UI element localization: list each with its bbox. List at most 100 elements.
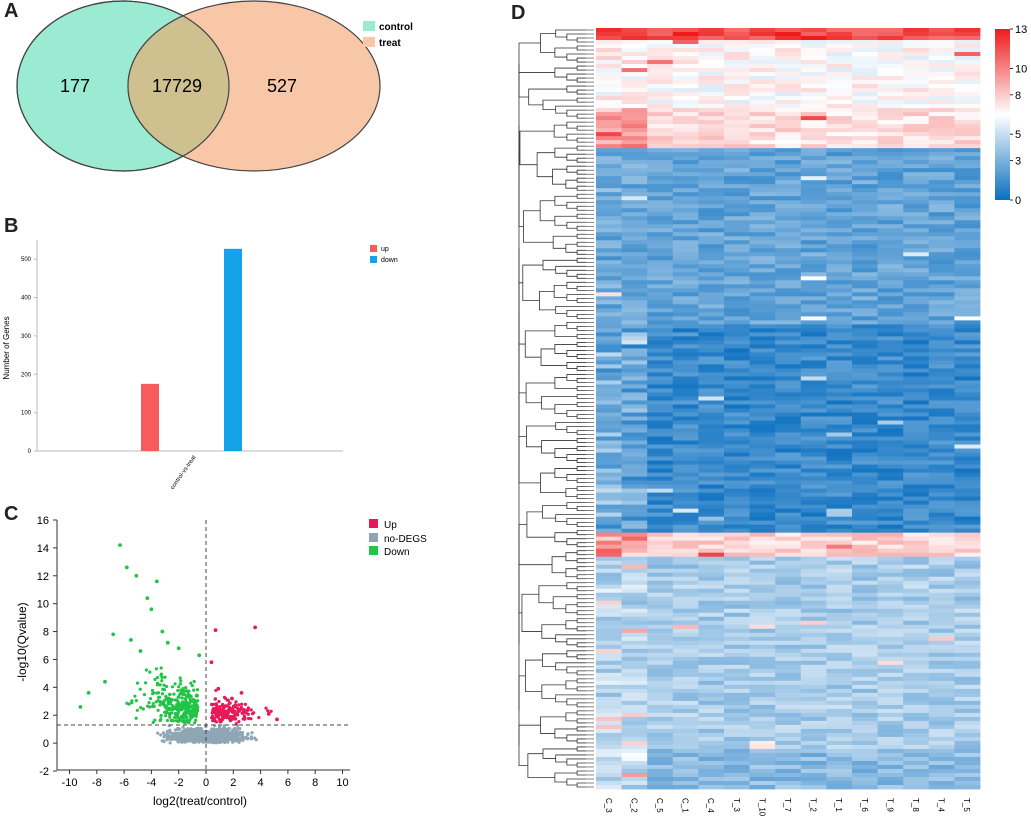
volcano-point-nodegs bbox=[235, 724, 239, 728]
volcano-point-nodegs bbox=[204, 729, 208, 733]
heatmap-cell bbox=[852, 544, 878, 550]
heatmap-cell bbox=[596, 136, 622, 141]
heatmap-cell bbox=[954, 708, 981, 714]
heatmap-cell bbox=[852, 60, 878, 65]
heatmap-cell bbox=[749, 716, 776, 722]
volcano-legend-swatch-up bbox=[369, 519, 378, 528]
heatmap-cell bbox=[749, 652, 776, 658]
heatmap-cell bbox=[724, 168, 750, 173]
volcano-point-down bbox=[190, 715, 194, 719]
volcano-point-up bbox=[246, 708, 250, 712]
volcano-point-nodegs bbox=[165, 737, 169, 742]
heatmap-cell bbox=[954, 124, 981, 129]
heatmap-cell bbox=[724, 100, 750, 105]
heatmap-cell bbox=[672, 528, 699, 534]
heatmap-cell bbox=[672, 340, 699, 345]
heatmap-cell bbox=[621, 348, 648, 353]
heatmap-cell bbox=[647, 480, 674, 485]
volcano-ylabel: -log10(Qvalue) bbox=[15, 602, 29, 681]
volcano-point-nodegs bbox=[167, 724, 171, 728]
heatmap-cell bbox=[877, 500, 904, 506]
heatmap-cell bbox=[852, 292, 878, 297]
heatmap-cell bbox=[800, 664, 827, 670]
volcano-point-nodegs bbox=[184, 737, 188, 741]
volcano-legend-swatch-down bbox=[369, 546, 378, 555]
heatmap-cell bbox=[596, 716, 622, 722]
volcano-point-down bbox=[145, 596, 150, 600]
heatmap-cell bbox=[698, 284, 725, 289]
heatmap-cell bbox=[826, 144, 853, 149]
heatmap-cell bbox=[749, 340, 776, 345]
heatmap-cell bbox=[724, 776, 750, 782]
volcano-point-nodegs bbox=[216, 733, 220, 737]
volcano-point-nodegs bbox=[241, 736, 245, 741]
heatmap-cell bbox=[672, 76, 699, 81]
heatmap-cell bbox=[954, 684, 981, 690]
heatmap-cell bbox=[800, 220, 827, 225]
heatmap-cell bbox=[800, 196, 827, 201]
heatmap-cell bbox=[852, 456, 878, 461]
heatmap-cell bbox=[852, 568, 878, 574]
volcano-point-down bbox=[184, 697, 188, 702]
volcano-point-nodegs bbox=[208, 737, 212, 742]
heatmap-dendrogram-branch bbox=[576, 522, 586, 528]
heatmap-cell bbox=[928, 540, 955, 546]
heatmap-cell bbox=[621, 672, 648, 678]
heatmap-cell bbox=[800, 424, 827, 429]
heatmap-cell bbox=[928, 524, 955, 530]
heatmap-cell bbox=[775, 364, 802, 369]
heatmap-cell bbox=[621, 208, 648, 213]
heatmap-cell bbox=[903, 288, 930, 293]
volcano-point-nodegs bbox=[181, 733, 185, 737]
volcano-point-nodegs bbox=[200, 734, 204, 738]
heatmap-cell bbox=[800, 536, 827, 542]
heatmap-cell bbox=[954, 152, 981, 157]
heatmap-cell bbox=[724, 240, 750, 245]
heatmap-cell bbox=[903, 308, 930, 313]
volcano-point-down bbox=[185, 701, 189, 706]
volcano-point-nodegs bbox=[201, 733, 205, 737]
volcano-point-nodegs bbox=[190, 733, 195, 737]
volcano-point-nodegs bbox=[179, 736, 183, 740]
volcano-point-nodegs bbox=[205, 739, 209, 743]
volcano-point-nodegs bbox=[174, 736, 178, 740]
volcano-point-up bbox=[216, 708, 220, 712]
heatmap-dendrogram-branch bbox=[566, 410, 586, 417]
heatmap-cell bbox=[852, 440, 878, 445]
volcano-point-nodegs bbox=[207, 738, 211, 742]
heatmap-cell bbox=[877, 572, 904, 578]
heatmap-cell bbox=[877, 60, 904, 65]
heatmap-cell bbox=[698, 312, 725, 317]
volcano-point-nodegs bbox=[219, 737, 223, 741]
heatmap-cell bbox=[775, 456, 802, 461]
heatmap-cell bbox=[954, 416, 981, 421]
volcano-point-down bbox=[147, 701, 151, 705]
heatmap-cell bbox=[877, 92, 904, 97]
volcano-point-up bbox=[266, 709, 270, 713]
heatmap-cell bbox=[621, 628, 648, 634]
heatmap-cell bbox=[928, 240, 955, 245]
heatmap-cell bbox=[647, 636, 674, 642]
volcano-point-nodegs bbox=[211, 740, 215, 744]
heatmap-cell bbox=[877, 544, 904, 550]
heatmap-cell bbox=[749, 268, 776, 273]
heatmap-cell bbox=[749, 324, 776, 329]
heatmap-cell bbox=[826, 732, 853, 738]
volcano-point-nodegs bbox=[185, 736, 189, 740]
volcano-point-up bbox=[235, 706, 240, 710]
volcano-point-nodegs bbox=[226, 732, 231, 736]
volcano-point-nodegs bbox=[203, 734, 208, 738]
heatmap-cell bbox=[928, 312, 955, 317]
volcano-point-nodegs bbox=[199, 732, 203, 736]
volcano-point-nodegs bbox=[212, 727, 216, 731]
heatmap-cell bbox=[621, 604, 648, 610]
volcano-point-nodegs bbox=[211, 733, 216, 737]
volcano-point-nodegs bbox=[233, 735, 237, 739]
heatmap-cell bbox=[903, 196, 930, 201]
heatmap-dendrogram-branch bbox=[566, 734, 586, 742]
heatmap-cell bbox=[724, 424, 750, 429]
heatmap-cell bbox=[877, 188, 904, 193]
volcano-point-down bbox=[176, 707, 180, 711]
heatmap-cell bbox=[724, 296, 750, 301]
heatmap-cell bbox=[877, 224, 904, 229]
